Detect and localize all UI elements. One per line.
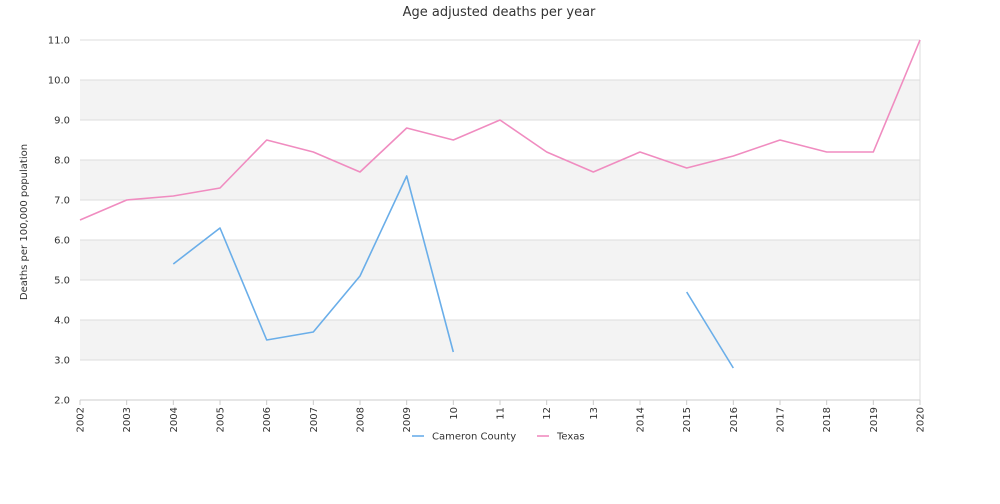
grid-band [80,240,920,280]
grid-band [80,160,920,200]
y-tick-label: 6.0 [54,236,70,247]
y-tick-label: 3.0 [54,356,70,367]
y-tick-label: 5.0 [54,276,70,287]
series-line-texas [79,39,921,221]
y-tick-labels: 2.0 3.0 4.0 5.0 6.0 7.0 8.0 9.0 10.0 11.0 [48,36,70,407]
y-tick-label: 4.0 [54,316,70,327]
x-tick-label: 2018 [822,407,833,432]
series-lines [79,39,921,369]
series-line-cameron-county [686,291,734,369]
x-tick-label: 11 [496,407,507,420]
x-tick-label: 2003 [122,407,133,432]
chart-title: Age adjusted deaths per year [403,5,596,20]
x-tick-label: 2015 [682,407,693,432]
x-tick-label: 13 [589,407,600,420]
y-tick-label: 2.0 [54,396,70,407]
series-line-cameron-county [172,175,455,353]
x-tick-labels: 2002 2003 2004 2005 2006 2007 2008 2009 10 11 12 13… [76,400,927,432]
y-tick-label: 9.0 [54,116,70,127]
legend-label: Texas [556,432,585,443]
x-tick-label: 10 [449,407,460,420]
y-axis-label: Deaths per 100,000 population [19,144,30,300]
x-tick-label: 2020 [916,407,927,432]
x-tick-label: 2009 [402,407,413,432]
legend: Cameron County Texas [412,432,585,443]
x-tick-label: 2016 [729,407,740,432]
grid-band [80,80,920,120]
x-tick-label: 2006 [262,407,273,432]
x-tick-label: 2007 [309,407,320,432]
grid-lines [80,39,920,401]
x-tick-label: 2002 [76,407,87,432]
x-tick-label: 12 [542,407,553,420]
y-tick-label: 7.0 [54,196,70,207]
y-tick-label: 10.0 [48,76,70,87]
x-tick-label: 2019 [869,407,880,432]
x-tick-label: 2005 [216,407,227,432]
y-tick-label: 11.0 [48,36,70,47]
x-tick-label: 2017 [776,407,787,432]
grid-band [80,320,920,360]
x-tick-label: 2014 [636,407,647,432]
y-tick-label: 8.0 [54,156,70,167]
x-tick-label: 2008 [356,407,367,432]
x-tick-label: 2004 [169,407,180,432]
legend-label: Cameron County [432,432,516,443]
grid-bands [80,80,920,360]
